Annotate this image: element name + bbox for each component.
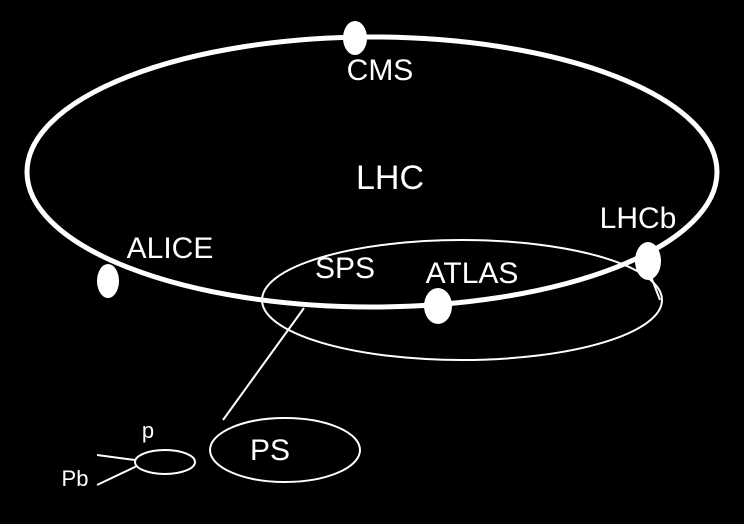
p-label: p (142, 418, 154, 443)
pb-label: Pb (62, 466, 89, 491)
sps-label: SPS (315, 252, 375, 285)
ps-label: PS (250, 434, 290, 467)
alice-detector-icon (97, 264, 119, 298)
atlas-detector-icon (424, 288, 452, 324)
cms-label: CMS (347, 54, 414, 87)
atlas-label: ATLAS (426, 257, 519, 290)
lhcb-label: LHCb (600, 202, 677, 235)
lhc-label: LHC (356, 159, 424, 197)
lhcb-detector-icon (635, 242, 661, 280)
alice-label: ALICE (127, 232, 214, 265)
cms-detector-icon (343, 21, 367, 55)
